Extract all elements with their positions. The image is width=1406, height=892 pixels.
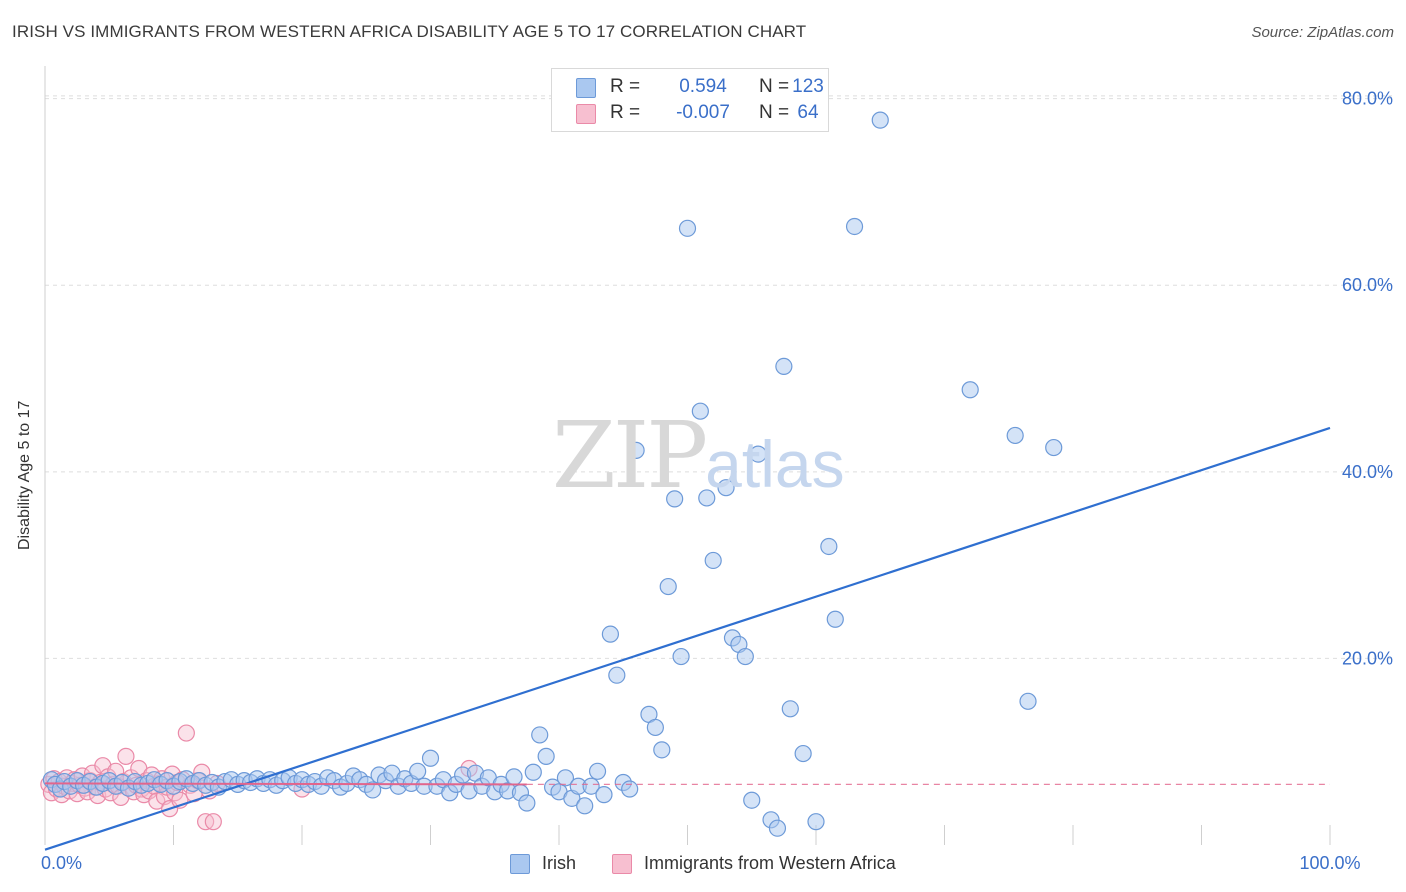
- irish-point: [1045, 438, 1063, 457]
- irish-point: [768, 819, 787, 837]
- source-label: Source: ZipAtlas.com: [1251, 24, 1394, 41]
- y-axis-title: Disability Age 5 to 17: [16, 400, 33, 550]
- irish-point: [518, 794, 536, 812]
- irish-point: [845, 217, 864, 236]
- legend-n-label: N =: [759, 76, 790, 97]
- legend-r-value: -0.007: [676, 102, 730, 123]
- legend-n-value: 64: [797, 102, 819, 123]
- irish-point: [601, 625, 620, 643]
- irish-point: [659, 577, 677, 596]
- bottom-legend-swatch-western-africa: [612, 854, 632, 874]
- irish-point: [621, 780, 639, 798]
- irish-point: [524, 763, 542, 781]
- trend-lines: [44, 426, 1331, 851]
- irish-point: [736, 647, 754, 666]
- y-tick-label: 40.0%: [1342, 462, 1393, 482]
- irish-point: [666, 490, 684, 508]
- irish-point: [556, 769, 575, 787]
- irish-point: [961, 381, 979, 399]
- x-tick-label: 0.0%: [41, 853, 82, 873]
- irish-point: [691, 402, 709, 420]
- irish-point: [871, 111, 889, 129]
- legend-r-label: R =: [610, 76, 641, 97]
- legend-n-label: N =: [759, 102, 790, 123]
- irish-point: [653, 741, 671, 759]
- legend-swatch-irish: [576, 78, 596, 98]
- western-africa-trend-line: [44, 782, 527, 786]
- bottom-legend-label-irish: Irish: [542, 853, 577, 873]
- bottom-legend-swatch-irish: [510, 854, 530, 874]
- irish-point: [717, 479, 735, 497]
- irish-point: [595, 786, 613, 804]
- irish-trend-line: [44, 426, 1331, 851]
- irish-point: [646, 718, 664, 737]
- irish-point: [1019, 692, 1037, 710]
- tick-labels: 20.0% 40.0% 60.0% 80.0% 0.0% 100.0%: [41, 89, 1393, 873]
- legend-n-value: 123: [792, 76, 824, 97]
- stats-legend: R = 0.594 N = 123 R = -0.007 N = 64: [551, 68, 829, 132]
- bottom-legend-label-western-africa: Immigrants from Western Africa: [644, 853, 896, 873]
- irish-point: [576, 797, 594, 815]
- irish-point: [749, 445, 767, 463]
- grid-lines: [44, 95, 1392, 845]
- irish-point: [672, 647, 690, 666]
- irish-point: [820, 537, 838, 556]
- watermark: ZIPatlas: [552, 402, 845, 509]
- irish-point: [421, 749, 440, 767]
- western-africa-point: [204, 813, 222, 831]
- chart-title: IRISH VS IMMIGRANTS FROM WESTERN AFRICA …: [12, 22, 807, 41]
- legend-swatch-western-africa: [576, 104, 596, 124]
- watermark-atlas: atlas: [705, 427, 845, 501]
- irish-point: [531, 726, 549, 744]
- irish-point: [775, 357, 793, 376]
- y-tick-label: 80.0%: [1342, 89, 1393, 109]
- y-tick-label: 20.0%: [1342, 648, 1393, 668]
- irish-point: [807, 813, 825, 831]
- irish-point: [781, 700, 799, 718]
- x-tick-label: 100.0%: [1299, 853, 1360, 873]
- irish-point: [698, 489, 716, 507]
- legend-r-label: R =: [610, 102, 641, 123]
- legend-r-value: 0.594: [679, 76, 727, 97]
- irish-point: [678, 219, 697, 237]
- irish-point: [794, 744, 812, 763]
- irish-point: [588, 762, 607, 780]
- irish-point: [409, 762, 427, 780]
- irish-point: [505, 768, 523, 786]
- irish-point: [627, 441, 645, 459]
- irish-point: [743, 791, 761, 809]
- western-africa-point: [177, 724, 195, 742]
- irish-point: [582, 777, 600, 795]
- irish-point: [826, 610, 844, 628]
- irish-point: [1006, 426, 1024, 445]
- western-africa-point: [117, 747, 135, 765]
- irish-point: [537, 747, 555, 765]
- irish-point: [608, 666, 626, 684]
- irish-point: [704, 551, 722, 570]
- irish-point: [364, 781, 382, 799]
- watermark-zip: ZIP: [552, 402, 708, 509]
- y-tick-label: 60.0%: [1342, 275, 1393, 295]
